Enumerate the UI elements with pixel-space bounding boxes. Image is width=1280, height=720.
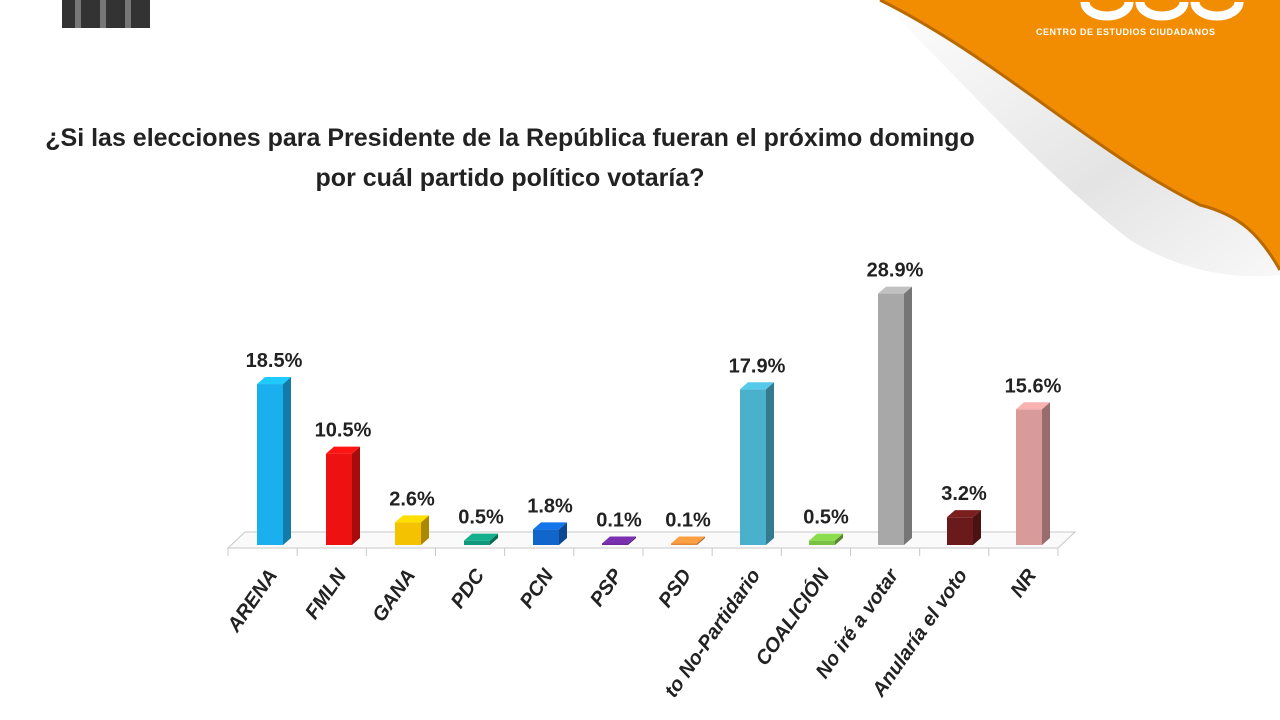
bar-top: [326, 446, 360, 454]
bar-side: [766, 382, 774, 545]
bar-side: [490, 533, 498, 545]
data-label: 0.1%: [665, 510, 711, 532]
bar-front: [257, 384, 283, 545]
bar-top: [395, 515, 429, 523]
chart-title: ¿Si las elecciones para Presidente de la…: [45, 124, 975, 192]
bar-front: [809, 540, 835, 545]
category-label: ARENA: [223, 565, 282, 637]
bar-front: [1016, 409, 1042, 545]
category-label: PCN: [516, 565, 559, 613]
bar-top: [464, 533, 498, 541]
cec-logo: [1080, 1, 1244, 21]
category-label: PSP: [586, 565, 627, 611]
bar-side: [835, 533, 843, 545]
bar-side: [1042, 402, 1050, 545]
category-label: PDC: [447, 565, 490, 613]
bar-top: [1016, 402, 1050, 410]
bar-front: [740, 389, 766, 545]
bar-front: [464, 540, 490, 545]
bar-front: [947, 517, 973, 545]
bar-front: [533, 529, 559, 545]
bar-side: [628, 536, 636, 545]
category-label: PSD: [654, 565, 696, 611]
category-label: GANA: [368, 565, 420, 626]
data-label: 18.5%: [246, 350, 303, 372]
bar-top: [740, 382, 774, 390]
bar-side: [352, 446, 360, 545]
bar-top: [602, 536, 636, 544]
data-label: 0.5%: [803, 507, 849, 529]
data-label: 0.1%: [596, 510, 642, 532]
bar-side: [697, 536, 705, 545]
bar-side: [559, 522, 567, 545]
bar-top: [878, 286, 912, 294]
bar-side: [973, 510, 981, 545]
bar-front: [395, 522, 421, 545]
data-label: 3.2%: [941, 483, 987, 505]
data-label: 0.5%: [458, 507, 504, 529]
data-label: 17.9%: [729, 355, 786, 377]
brand-subtitle: CENTRO DE ESTUDIOS CIUDADANOS: [1036, 27, 1216, 37]
page-curl: [880, 0, 1280, 277]
data-label: 1.8%: [527, 495, 573, 517]
bar-front: [671, 543, 697, 545]
data-label: 10.5%: [315, 420, 372, 442]
bar-top: [533, 522, 567, 530]
bar-front: [326, 453, 352, 545]
bar-top: [257, 377, 291, 385]
bar-side: [283, 377, 291, 545]
bar-top: [947, 510, 981, 518]
bar-side: [904, 286, 912, 545]
data-label: 2.6%: [389, 488, 435, 510]
bar-top: [809, 533, 843, 541]
category-label: NR: [1007, 565, 1042, 602]
top-left-logo: [62, 0, 150, 28]
data-label: 28.9%: [867, 260, 924, 282]
bar-side: [421, 515, 429, 545]
category-label: FMLN: [301, 565, 351, 624]
data-label: 15.6%: [1005, 375, 1062, 397]
bar-front: [878, 293, 904, 545]
bar-front: [602, 543, 628, 545]
bar-top: [671, 536, 705, 544]
orange-corner: [880, 0, 1280, 270]
curl-edge: [879, 0, 1280, 271]
